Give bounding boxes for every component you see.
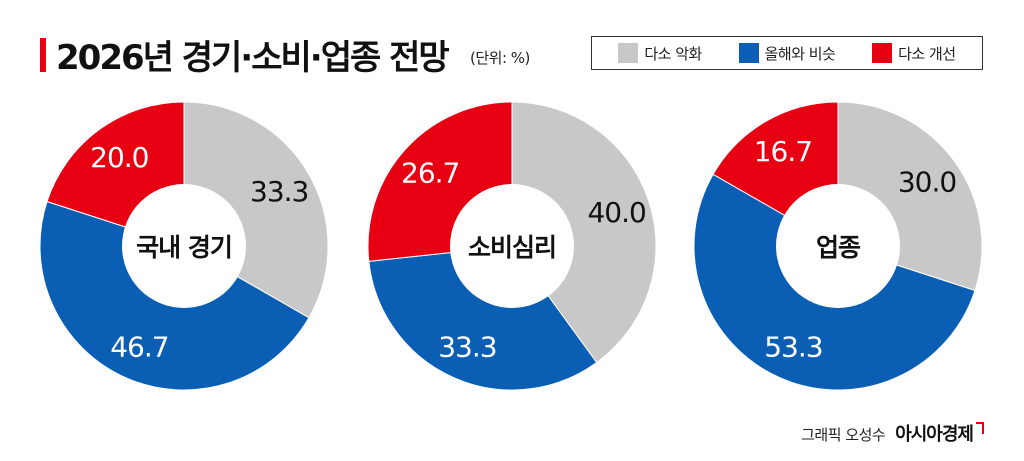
data-label-industry-better: 16.7 — [754, 135, 812, 168]
unit-note: (단위: %) — [470, 49, 530, 67]
donut-hole-industry — [776, 184, 900, 308]
center-label-economy: 국내 경기 — [136, 233, 232, 262]
data-label-consumer-worse: 40.0 — [587, 196, 645, 229]
data-label-consumer-better: 26.7 — [401, 156, 459, 189]
legend-swatch-similar — [738, 43, 759, 63]
donut-hole-economy — [122, 184, 246, 308]
legend-label-worse: 다소 악화 — [644, 44, 702, 63]
data-label-consumer-similar: 33.3 — [438, 331, 496, 364]
legend: 다소 악화 올해와 비슷 다소 개선 — [591, 36, 983, 70]
data-label-economy-worse: 33.3 — [250, 175, 308, 208]
data-label-economy-better: 20.0 — [90, 141, 148, 174]
legend-label-similar: 올해와 비슷 — [764, 44, 836, 63]
legend-item-worse: 다소 악화 — [618, 43, 702, 64]
donut-hole-consumer — [450, 184, 574, 308]
credit-text: 그래픽 오성수 — [801, 426, 886, 444]
legend-item-similar: 올해와 비슷 — [738, 43, 836, 64]
legend-label-better: 다소 개선 — [898, 44, 956, 63]
chart-title: 2026년 경기·소비·업종 전망 — [56, 38, 450, 78]
credit: 그래픽 오성수 아시아경제 — [801, 420, 984, 446]
legend-swatch-better — [872, 43, 893, 63]
credit-brand: 아시아경제 — [895, 424, 974, 445]
data-label-industry-similar: 53.3 — [764, 331, 822, 364]
legend-item-better: 다소 개선 — [872, 43, 956, 64]
brand-mark-icon — [976, 422, 984, 434]
center-label-consumer: 소비심리 — [468, 233, 556, 262]
center-label-industry: 업종 — [816, 233, 861, 262]
data-label-economy-similar: 46.7 — [110, 331, 168, 364]
legend-swatch-worse — [618, 43, 639, 63]
title-accent-bar — [40, 38, 46, 72]
data-label-industry-worse: 30.0 — [898, 165, 956, 198]
donut-slice-consumer-similar — [368, 245, 598, 391]
donut-slice-consumer-worse — [511, 101, 657, 364]
